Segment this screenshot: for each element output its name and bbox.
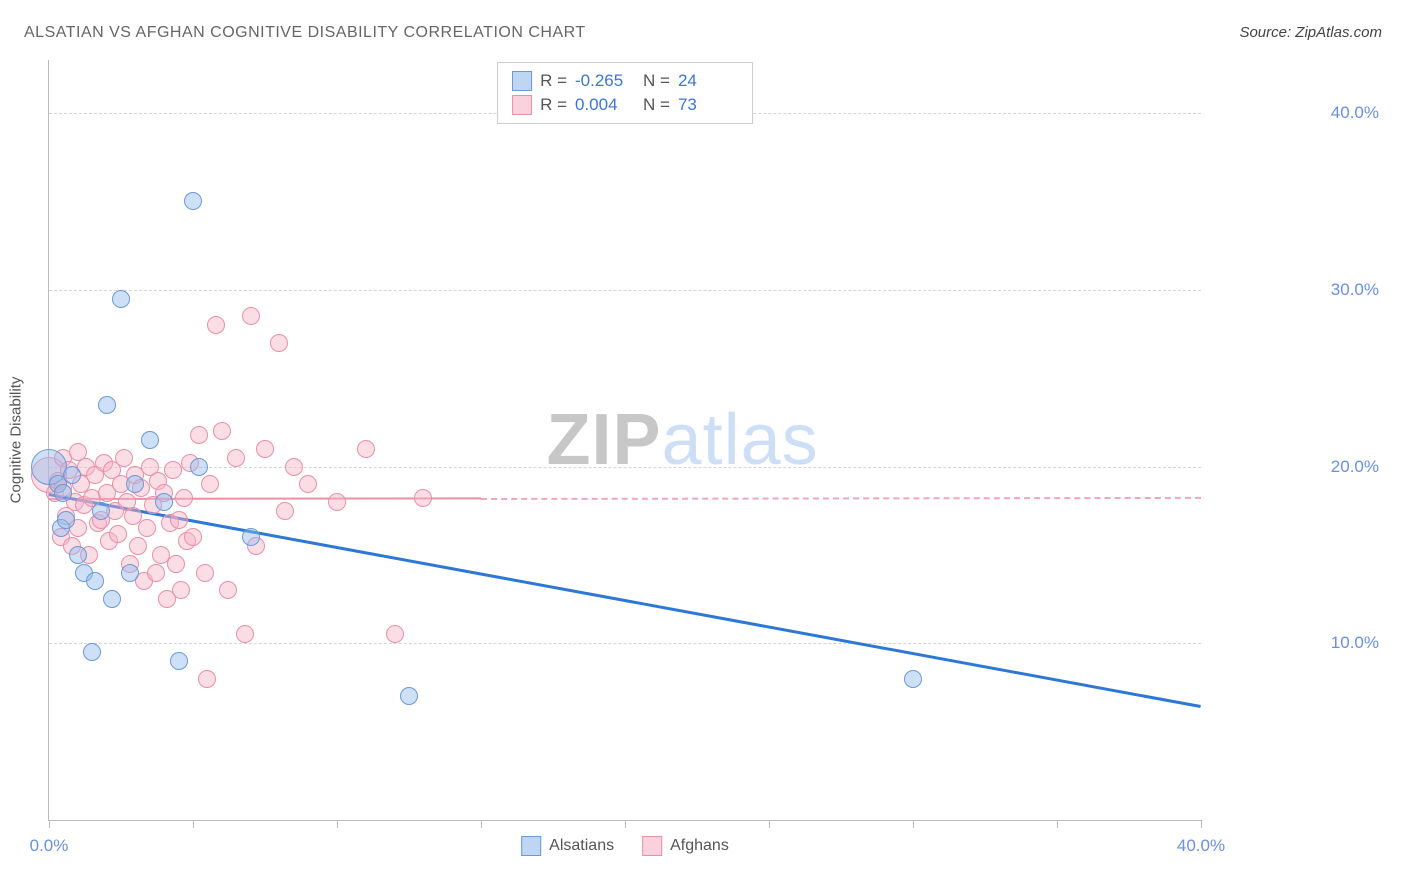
data-point (328, 493, 346, 511)
x-tick-label: 40.0% (1177, 836, 1225, 856)
data-point (184, 192, 202, 210)
x-tick (49, 820, 50, 828)
watermark-atlas: atlas (662, 400, 819, 480)
data-point (57, 511, 75, 529)
data-point (299, 475, 317, 493)
n-value-afghans: 73 (678, 95, 738, 115)
gridline (49, 643, 1201, 644)
n-label: N = (643, 95, 670, 115)
legend-item-afghans: Afghans (642, 836, 729, 856)
data-point (196, 564, 214, 582)
data-point (175, 489, 193, 507)
data-point (201, 475, 219, 493)
n-label: N = (643, 71, 670, 91)
data-point (109, 525, 127, 543)
data-point (98, 396, 116, 414)
legend-row-afghans: R = 0.004 N = 73 (512, 93, 738, 117)
swatch-alsatians (521, 836, 541, 856)
data-point (164, 461, 182, 479)
swatch-alsatians (512, 71, 532, 91)
gridline (49, 290, 1201, 291)
data-point (121, 564, 139, 582)
x-tick (625, 820, 626, 828)
data-point (256, 440, 274, 458)
data-point (170, 652, 188, 670)
data-point (126, 475, 144, 493)
data-point (242, 528, 260, 546)
chart-title: ALSATIAN VS AFGHAN COGNITIVE DISABILITY … (24, 24, 586, 42)
data-point (270, 334, 288, 352)
x-tick (1201, 820, 1202, 828)
data-point (112, 290, 130, 308)
data-point (357, 440, 375, 458)
y-tick-label: 40.0% (1209, 103, 1379, 123)
r-value-alsatians: -0.265 (575, 71, 635, 91)
x-tick-label: 0.0% (30, 836, 69, 856)
data-point (170, 511, 188, 529)
data-point (213, 422, 231, 440)
data-point (83, 643, 101, 661)
data-point (285, 458, 303, 476)
data-point (904, 670, 922, 688)
data-point (86, 572, 104, 590)
data-point (414, 489, 432, 507)
swatch-afghans (512, 95, 532, 115)
r-value-afghans: 0.004 (575, 95, 635, 115)
data-point (155, 493, 173, 511)
y-tick-label: 20.0% (1209, 457, 1379, 477)
legend-label-alsatians: Alsatians (549, 837, 614, 855)
data-point (190, 426, 208, 444)
legend-item-alsatians: Alsatians (521, 836, 614, 856)
watermark: ZIPatlas (547, 399, 819, 481)
watermark-zip: ZIP (547, 400, 662, 480)
correlation-legend: R = -0.265 N = 24 R = 0.004 N = 73 (497, 62, 753, 124)
x-tick (193, 820, 194, 828)
legend-label-afghans: Afghans (670, 837, 729, 855)
gridline (49, 467, 1201, 468)
n-value-alsatians: 24 (678, 71, 738, 91)
data-point (190, 458, 208, 476)
data-point (147, 564, 165, 582)
data-point (242, 307, 260, 325)
legend-row-alsatians: R = -0.265 N = 24 (512, 69, 738, 93)
data-point (141, 431, 159, 449)
x-tick (913, 820, 914, 828)
y-tick-label: 10.0% (1209, 633, 1379, 653)
data-point (54, 484, 72, 502)
x-tick (337, 820, 338, 828)
plot-area: R = -0.265 N = 24 R = 0.004 N = 73 ZIPat… (48, 60, 1201, 821)
data-point (219, 581, 237, 599)
data-point (236, 625, 254, 643)
x-tick (481, 820, 482, 828)
swatch-afghans (642, 836, 662, 856)
data-point (400, 687, 418, 705)
data-point (138, 519, 156, 537)
trendline (49, 493, 1201, 708)
data-point (63, 466, 81, 484)
data-point (103, 590, 121, 608)
source-label: Source: ZipAtlas.com (1239, 24, 1382, 41)
data-point (129, 537, 147, 555)
data-point (69, 546, 87, 564)
data-point (172, 581, 190, 599)
r-label: R = (540, 71, 567, 91)
data-point (92, 502, 110, 520)
series-legend: Alsatians Afghans (521, 836, 729, 856)
data-point (386, 625, 404, 643)
data-point (184, 528, 202, 546)
y-tick-label: 30.0% (1209, 280, 1379, 300)
r-label: R = (540, 95, 567, 115)
data-point (198, 670, 216, 688)
data-point (115, 449, 133, 467)
data-point (276, 502, 294, 520)
data-point (227, 449, 245, 467)
trendline (481, 497, 1201, 500)
x-tick (769, 820, 770, 828)
chart-container: Cognitive Disability R = -0.265 N = 24 R… (48, 60, 1382, 820)
data-point (207, 316, 225, 334)
data-point (167, 555, 185, 573)
x-tick (1057, 820, 1058, 828)
y-axis-label: Cognitive Disability (8, 377, 25, 504)
